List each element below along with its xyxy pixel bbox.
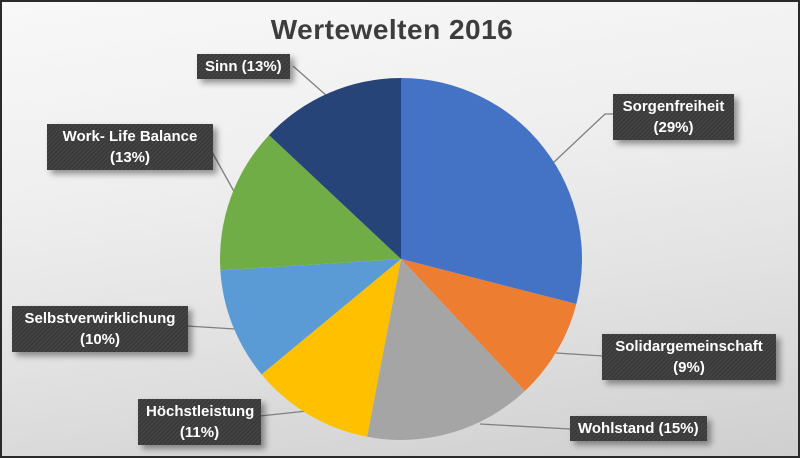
callout-sinn: Sinn (13%) — [197, 54, 290, 79]
callout-label: Sinn (13%) — [205, 58, 282, 75]
pie-slice-sinn — [269, 78, 401, 259]
leader-line-hoechstleistung — [259, 410, 308, 417]
callout-value: (29%) — [653, 119, 694, 136]
pie-slice-sorgenfreiheit — [401, 78, 582, 305]
leader-line-work-life-balance — [211, 151, 237, 196]
leader-line-wohlstand — [479, 423, 571, 430]
callout-label: Work- Life Balance — [62, 128, 198, 145]
leader-line-sorgenfreiheit — [552, 113, 615, 164]
callout-value: (13%) — [109, 149, 150, 166]
callout-wohlstand: Wohlstand (15%) — [570, 416, 707, 441]
callout-work-life-balance: Work- Life Balance (13%) — [47, 124, 213, 170]
chart-title: Wertewelten 2016 — [270, 14, 514, 45]
pie-slice-work-life-balance — [220, 135, 401, 271]
callout-label: Wohlstand (15%) — [578, 420, 699, 437]
callout-label: Höchstleistung — [146, 403, 255, 420]
callout-sorgenfreiheit: Sorgenfreiheit (29%) — [613, 94, 734, 140]
callout-hoechstleistung: Höchstleistung (11%) — [138, 399, 261, 445]
pie-slice-hoechstleistung — [261, 259, 401, 437]
callout-label: Selbstverwirklichung — [24, 310, 176, 327]
callout-solidargemeinschaft: Solidargemeinschaft (9%) — [602, 334, 776, 380]
leader-line-solidargemeinschaft — [555, 352, 604, 357]
callout-value: (10%) — [79, 331, 120, 348]
leader-line-selbstverwirklichung — [186, 325, 236, 330]
pie-slice-wohlstand — [367, 259, 525, 440]
callout-label: Solidargemeinschaft — [615, 338, 763, 355]
callout-selbstverwirklichung: Selbstverwirklichung (10%) — [12, 306, 188, 352]
callout-value: (11%) — [179, 424, 220, 441]
pie-slice-selbstverwirklichung — [220, 259, 401, 375]
callout-label: Sorgenfreiheit — [622, 98, 725, 115]
callout-value: (9%) — [673, 359, 705, 376]
pie-slice-solidargemeinschaft — [401, 259, 577, 391]
